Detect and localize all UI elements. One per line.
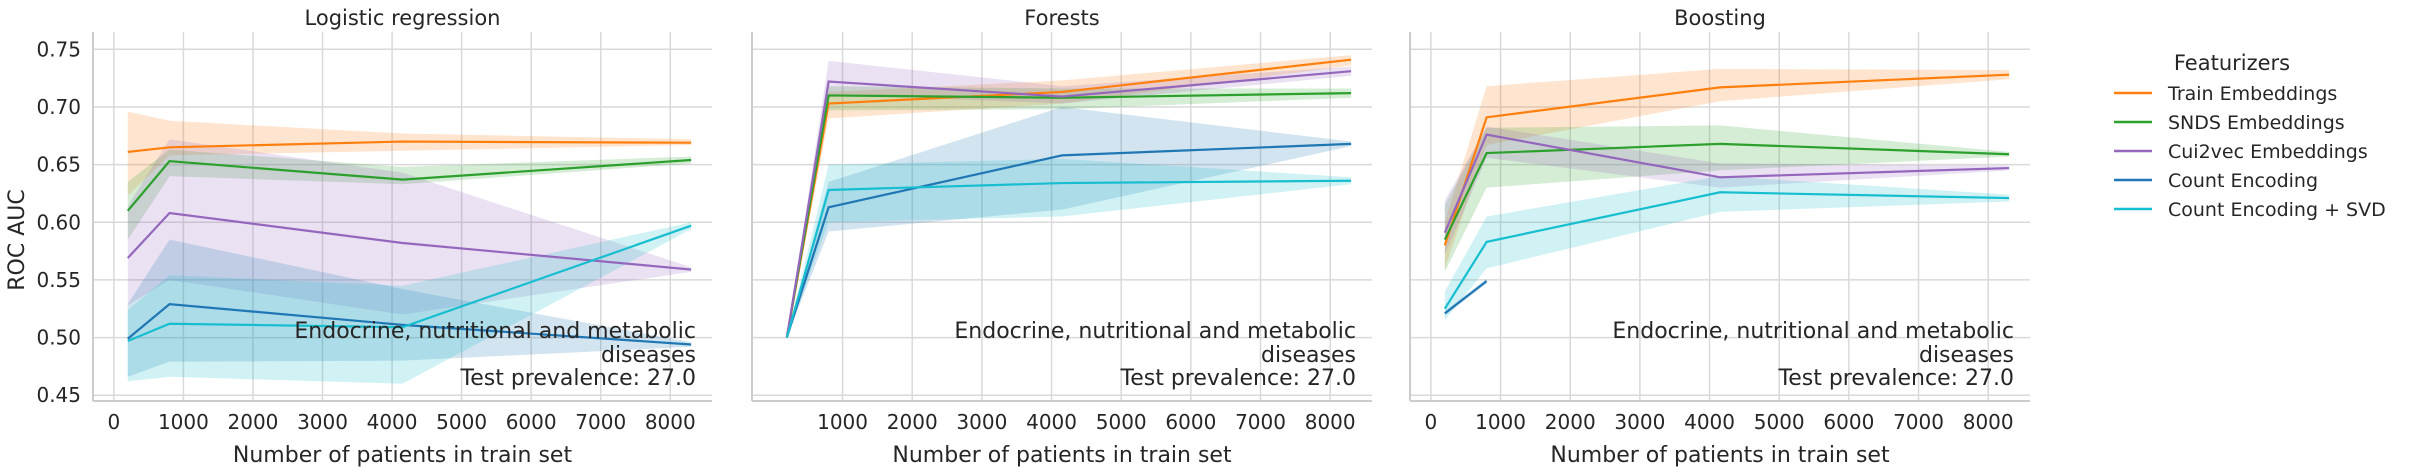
- series-line: [785, 70, 1352, 338]
- confidence-band: [127, 139, 692, 315]
- series-line: [126, 158, 692, 212]
- confidence-band: [127, 239, 692, 377]
- legend-entry: SNDS Embeddings: [2114, 112, 2345, 134]
- annotation-text: diseases: [1261, 343, 1356, 368]
- y-tick-label: 0.50: [36, 326, 81, 350]
- x-tick-label: 3000: [1614, 410, 1665, 434]
- series-line: [785, 142, 1352, 338]
- x-tick-label: 2000: [1545, 410, 1596, 434]
- x-tick-label: 0: [1425, 410, 1438, 434]
- x-tick-label: 3000: [297, 410, 348, 434]
- panel-title: Boosting: [1674, 6, 1766, 30]
- confidence-band: [127, 149, 692, 240]
- confidence-band: [1444, 176, 2010, 321]
- y-axis-label: ROC AUC: [5, 189, 30, 290]
- annotation-text: Endocrine, nutritional and metabolic: [294, 319, 696, 344]
- chart-panels: 0.45 0.50 0.55 0.60 0.65 0.70 0.75 0 1000 2000 300…: [36, 6, 2030, 468]
- x-tick-label: 8000: [1305, 410, 1356, 434]
- x-axis-label: Number of patients in train set: [892, 443, 1232, 468]
- x-tick-label: 4000: [1026, 410, 1077, 434]
- annotation-text: Test prevalence: 27.0: [1120, 366, 1357, 391]
- x-tick-label: 7000: [575, 410, 626, 434]
- x-tick-label: 6000: [1165, 410, 1216, 434]
- legend-title: Featurizers: [2174, 51, 2290, 75]
- x-tick-label: 8000: [1963, 410, 2014, 434]
- confidence-band: [127, 111, 692, 196]
- x-tick-label: 5000: [436, 410, 487, 434]
- panel-2: 1000 2000 3000 4000 5000 6000 7000 8000 Forests N…: [751, 6, 1372, 468]
- legend-label: Train Embeddings: [2167, 83, 2337, 105]
- confidence-band: [1444, 126, 2010, 255]
- legend-entry: Cui2vec Embeddings: [2114, 141, 2368, 163]
- x-tick-label: 3000: [956, 410, 1007, 434]
- y-tick-label: 0.55: [36, 268, 81, 292]
- panel-1: 0.45 0.50 0.55 0.60 0.65 0.70 0.75 0 1000 2000 300…: [36, 6, 712, 468]
- annotation-text: Endocrine, nutritional and metabolic: [1612, 319, 2014, 344]
- x-axis-label: Number of patients in train set: [1550, 443, 1890, 468]
- panel-title: Forests: [1024, 6, 1099, 30]
- y-tick-label: 0.75: [36, 37, 81, 61]
- series-line: [1443, 142, 2010, 241]
- x-tick-label: 2000: [887, 410, 938, 434]
- series-line: [126, 211, 692, 271]
- confidence-band: [1444, 68, 2010, 269]
- series-line: [1444, 280, 1488, 315]
- annotation-text: Test prevalence: 27.0: [1778, 366, 2015, 391]
- legend: Featurizers Train Embeddings SNDS Embeddi…: [2114, 51, 2386, 221]
- annotation-text: Endocrine, nutritional and metabolic: [954, 319, 1356, 344]
- legend-entries: Train Embeddings SNDS Embeddings Cui2vec E…: [2114, 83, 2386, 221]
- x-tick-label: 5000: [1096, 410, 1147, 434]
- y-tick-label: 0.65: [36, 153, 81, 177]
- annotation-text: Test prevalence: 27.0: [460, 366, 697, 391]
- x-tick-label: 1000: [1475, 410, 1526, 434]
- x-tick-label: 1000: [817, 410, 868, 434]
- y-tick-label: 0.60: [36, 210, 81, 234]
- y-tick-label: 0.70: [36, 95, 81, 119]
- series-line: [785, 179, 1352, 338]
- annotation-text: diseases: [601, 343, 696, 368]
- legend-entry: Count Encoding: [2114, 170, 2318, 192]
- confidence-band: [1444, 125, 2010, 272]
- confidence-band: [127, 222, 692, 384]
- legend-label: SNDS Embeddings: [2168, 112, 2345, 134]
- series-line: [1443, 133, 2010, 234]
- legend-label: Count Encoding + SVD: [2168, 199, 2386, 221]
- x-tick-label: 1000: [158, 410, 209, 434]
- series-line: [127, 140, 692, 154]
- x-tick-label: 8000: [645, 410, 696, 434]
- x-tick-label: 4000: [367, 410, 418, 434]
- series-line: [785, 92, 1352, 338]
- legend-entry: Count Encoding + SVD: [2114, 199, 2386, 221]
- panel-3: 0 1000 2000 3000 4000 5000 6000 7000 8000 Boostin…: [1409, 6, 2030, 468]
- x-tick-label: 6000: [1823, 410, 1874, 434]
- y-tick-label: 0.45: [36, 383, 81, 407]
- x-tick-label: 5000: [1754, 410, 1805, 434]
- series-line: [1443, 191, 2010, 310]
- x-tick-label: 7000: [1235, 410, 1286, 434]
- confidence-band: [786, 106, 1352, 338]
- legend-label: Cui2vec Embeddings: [2168, 141, 2368, 163]
- annotation-text: diseases: [1919, 343, 2014, 368]
- x-tick-label: 7000: [1893, 410, 1944, 434]
- x-tick-label: 6000: [506, 410, 557, 434]
- series-line: [127, 224, 692, 343]
- legend-label: Count Encoding: [2168, 170, 2318, 192]
- x-tick-label: 0: [107, 410, 120, 434]
- x-axis-label: Number of patients in train set: [233, 443, 573, 468]
- legend-entry: Train Embeddings: [2114, 83, 2337, 105]
- panel-title: Logistic regression: [305, 6, 501, 30]
- confidence-band: [786, 60, 1352, 338]
- x-tick-label: 4000: [1684, 410, 1735, 434]
- x-tick-label: 2000: [228, 410, 279, 434]
- series-line: [127, 303, 692, 346]
- confidence-band: [786, 158, 1352, 338]
